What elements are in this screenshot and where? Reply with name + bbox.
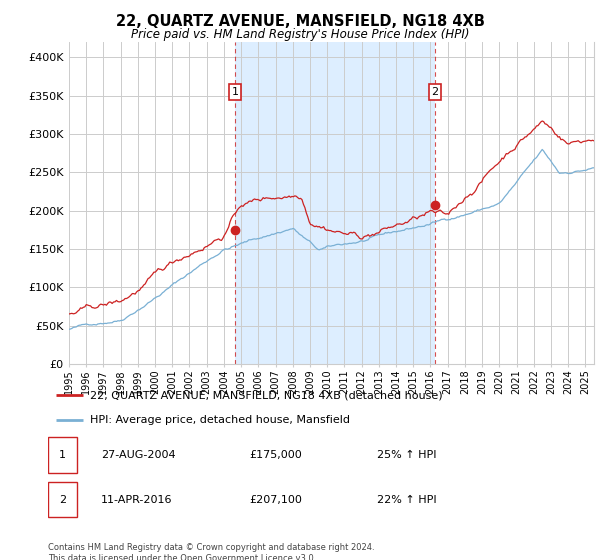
Text: 27-AUG-2004: 27-AUG-2004 <box>101 450 176 460</box>
Text: £207,100: £207,100 <box>250 495 302 505</box>
Text: HPI: Average price, detached house, Mansfield: HPI: Average price, detached house, Mans… <box>91 414 350 424</box>
Text: 1: 1 <box>59 450 66 460</box>
Text: 1: 1 <box>232 87 239 97</box>
Text: 22, QUARTZ AVENUE, MANSFIELD, NG18 4XB (detached house): 22, QUARTZ AVENUE, MANSFIELD, NG18 4XB (… <box>91 390 443 400</box>
Text: Price paid vs. HM Land Registry's House Price Index (HPI): Price paid vs. HM Land Registry's House … <box>131 28 469 41</box>
Text: £175,000: £175,000 <box>250 450 302 460</box>
Bar <box>235 42 435 364</box>
FancyBboxPatch shape <box>48 482 77 517</box>
Text: 2: 2 <box>431 87 439 97</box>
Text: 2: 2 <box>59 495 66 505</box>
Text: 22% ↑ HPI: 22% ↑ HPI <box>377 495 437 505</box>
Text: Contains HM Land Registry data © Crown copyright and database right 2024.
This d: Contains HM Land Registry data © Crown c… <box>48 543 374 560</box>
FancyBboxPatch shape <box>48 437 77 473</box>
Text: 11-APR-2016: 11-APR-2016 <box>101 495 173 505</box>
Text: 25% ↑ HPI: 25% ↑ HPI <box>377 450 437 460</box>
Text: 22, QUARTZ AVENUE, MANSFIELD, NG18 4XB: 22, QUARTZ AVENUE, MANSFIELD, NG18 4XB <box>116 14 484 29</box>
